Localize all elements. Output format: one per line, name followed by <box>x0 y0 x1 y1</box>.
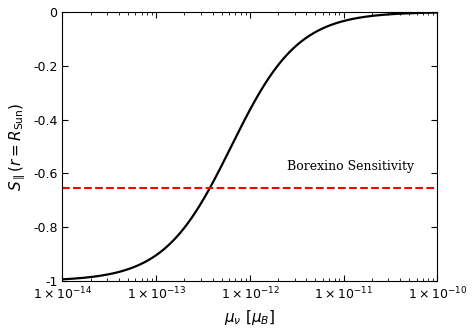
Y-axis label: $S_{\parallel}(r=R_{\mathrm{Sun}})$: $S_{\parallel}(r=R_{\mathrm{Sun}})$ <box>7 102 27 191</box>
Text: Borexino Sensitivity: Borexino Sensitivity <box>287 160 414 173</box>
X-axis label: $\mu_{\nu}$ [$\mu_B$]: $\mu_{\nu}$ [$\mu_B$] <box>224 308 275 327</box>
